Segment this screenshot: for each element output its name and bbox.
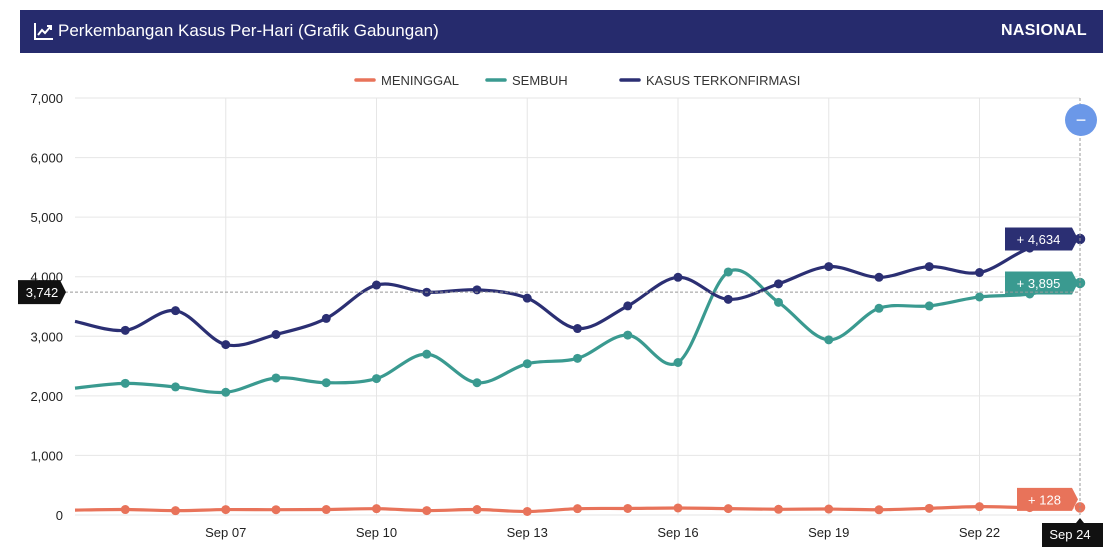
data-point-sembuh	[422, 349, 432, 359]
data-point-kasus-terkonfirmasi	[824, 262, 834, 272]
end-label-sembuh: + 3,895	[1005, 271, 1078, 295]
end-label-meninggal: + 128	[1017, 487, 1078, 511]
x-tick-label: Sep 10	[356, 525, 397, 540]
data-point-sembuh	[120, 378, 130, 388]
data-point-kasus-terkonfirmasi	[372, 280, 381, 290]
data-point-sembuh	[874, 303, 884, 313]
data-point-meninggal	[723, 504, 733, 514]
data-point-meninggal	[975, 502, 984, 512]
data-point-sembuh	[673, 357, 683, 367]
data-point-sembuh	[171, 382, 180, 392]
end-label-box	[1005, 271, 1078, 295]
chart-title: Perkembangan Kasus Per-Hari (Grafik Gabu…	[58, 21, 439, 40]
data-point-meninggal	[673, 503, 683, 513]
y-tick-label: 3,000	[30, 329, 63, 344]
reset-zoom-button[interactable]: −	[1065, 104, 1097, 136]
data-point-meninggal	[623, 503, 633, 513]
chart-legend: MENINGGAL SEMBUH KASUS TERKONFIRMASI	[354, 73, 800, 88]
data-point-kasus-terkonfirmasi	[271, 329, 281, 339]
data-point-kasus-terkonfirmasi	[673, 272, 683, 282]
y-tick-label: 0	[56, 508, 63, 523]
end-label-text: + 4,634	[1017, 232, 1061, 247]
data-point-kasus-terkonfirmasi	[171, 306, 180, 316]
data-point-kasus-terkonfirmasi	[221, 340, 231, 350]
data-point-kasus-terkonfirmasi	[723, 294, 733, 304]
crosshair-y-text: 3,742	[26, 285, 59, 300]
data-point-sembuh	[573, 353, 582, 363]
data-point-sembuh	[723, 267, 733, 277]
legend-label: MENINGGAL	[381, 73, 459, 88]
x-tick-label: Sep 13	[507, 525, 548, 540]
data-point-sembuh	[221, 387, 231, 397]
legend-label: SEMBUH	[512, 73, 568, 88]
data-point-kasus-terkonfirmasi	[522, 293, 532, 303]
crosshair-y-label: 3,742	[18, 280, 66, 305]
data-point-meninggal	[522, 506, 532, 516]
data-point-kasus-terkonfirmasi	[774, 279, 783, 289]
data-point-kasus-terkonfirmasi	[975, 268, 984, 278]
data-point-sembuh	[472, 378, 482, 388]
data-point-meninggal	[472, 505, 482, 515]
x-tick-label: Sep 07	[205, 525, 246, 540]
end-label-box	[1005, 227, 1078, 251]
legend-item-sembuh[interactable]: SEMBUH	[485, 73, 568, 88]
data-point-kasus-terkonfirmasi	[623, 301, 633, 311]
chart-header: Perkembangan Kasus Per-Hari (Grafik Gabu…	[20, 10, 1103, 53]
minus-icon: −	[1076, 110, 1087, 130]
data-point-sembuh	[321, 378, 331, 388]
data-point-meninggal	[321, 505, 331, 515]
data-point-kasus-terkonfirmasi	[321, 313, 331, 323]
crosshair-y-box	[18, 280, 66, 305]
data-point-meninggal	[422, 506, 432, 516]
data-point-meninggal	[924, 503, 934, 513]
x-tick-label: Sep 22	[959, 525, 1000, 540]
y-tick-label: 5,000	[30, 210, 63, 225]
y-tick-label: 2,000	[30, 389, 63, 404]
crosshair-x-box	[1042, 518, 1103, 547]
reset-zoom-circle	[1065, 104, 1097, 136]
crosshair-x-text: Sep 24	[1049, 527, 1090, 542]
data-point-sembuh	[774, 297, 783, 307]
end-label-kasus-terkonfirmasi: + 4,634	[1005, 227, 1078, 251]
end-label-box	[1017, 487, 1078, 511]
data-point-meninggal	[573, 504, 582, 514]
data-point-sembuh	[522, 359, 532, 369]
data-point-sembuh	[372, 374, 381, 384]
data-point-meninggal	[372, 504, 381, 514]
data-point-meninggal	[120, 505, 130, 515]
data-point-sembuh	[975, 292, 984, 302]
data-point-kasus-terkonfirmasi	[120, 325, 130, 335]
line-chart-icon	[34, 23, 53, 40]
data-point-kasus-terkonfirmasi	[874, 272, 884, 282]
data-point-meninggal	[271, 505, 281, 515]
data-point-meninggal	[874, 505, 884, 515]
legend-label: KASUS TERKONFIRMASI	[646, 73, 800, 88]
x-tick-label: Sep 16	[657, 525, 698, 540]
legend-item-kasus-terkonfirmasi[interactable]: KASUS TERKONFIRMASI	[619, 73, 800, 88]
crosshair-x-label: Sep 24	[1042, 518, 1103, 547]
end-label-text: + 3,895	[1017, 276, 1061, 291]
data-point-kasus-terkonfirmasi	[924, 262, 934, 272]
data-point-meninggal	[824, 504, 834, 514]
data-point-meninggal	[221, 505, 231, 515]
data-point-meninggal	[171, 506, 180, 516]
data-point-sembuh	[824, 335, 834, 345]
x-tick-label: Sep 19	[808, 525, 849, 540]
scope-label: NASIONAL	[1001, 22, 1087, 39]
data-point-sembuh	[924, 301, 934, 311]
y-tick-label: 7,000	[30, 91, 63, 106]
data-point-meninggal	[774, 504, 783, 514]
data-point-kasus-terkonfirmasi	[472, 285, 482, 295]
end-label-text: + 128	[1028, 492, 1061, 507]
data-point-kasus-terkonfirmasi	[573, 324, 582, 334]
y-tick-label: 6,000	[30, 151, 63, 166]
data-point-sembuh	[271, 373, 281, 383]
series-line-sembuh	[74, 268, 1081, 395]
y-tick-label: 1,000	[30, 448, 63, 463]
legend-item-meninggal[interactable]: MENINGGAL	[354, 73, 459, 88]
data-point-sembuh	[623, 330, 633, 340]
